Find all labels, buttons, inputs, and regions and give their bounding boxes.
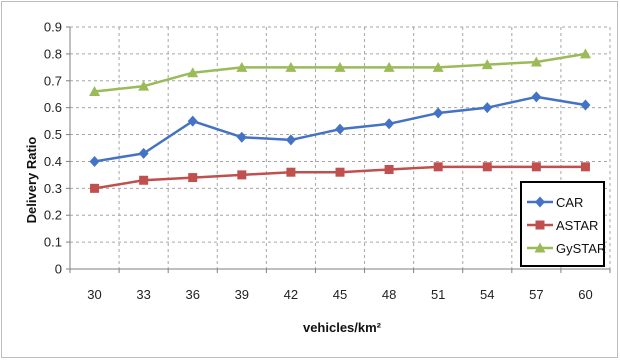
y-tick-label: 0.4	[44, 154, 62, 169]
legend-marker	[535, 196, 545, 208]
x-tick-label: 57	[529, 287, 543, 302]
data-point-car	[236, 131, 247, 143]
data-point-gystar	[89, 86, 101, 97]
legend-marker	[534, 242, 546, 253]
data-point-astar	[90, 183, 100, 193]
data-point-astar	[384, 165, 394, 175]
x-tick-label: 36	[185, 287, 199, 302]
series-gystar	[89, 48, 591, 97]
data-point-astar	[237, 170, 247, 180]
data-point-gystar	[236, 61, 248, 72]
series-astar	[90, 162, 590, 193]
x-tick-label: 48	[382, 287, 396, 302]
data-point-car	[89, 155, 100, 167]
data-point-astar	[531, 162, 541, 172]
y-tick-label: 0	[55, 262, 62, 277]
y-tick-label: 0.6	[44, 100, 62, 115]
data-point-car	[285, 134, 296, 146]
data-point-gystar	[285, 61, 297, 72]
y-tick-labels: 0 0.1 0.2 0.3 0.4 0.5 0.6 0.7 0.8 0.9	[44, 20, 62, 277]
legend-items: CAR ASTAR GySTAR	[527, 195, 606, 256]
x-tick-label: 45	[333, 287, 347, 302]
legend-item-gystar: GySTAR	[527, 241, 606, 256]
data-point-car	[384, 118, 395, 130]
x-tick-label: 30	[87, 287, 101, 302]
legend-label: CAR	[556, 195, 583, 210]
data-point-car	[138, 147, 149, 159]
x-tick-label: 33	[136, 287, 150, 302]
legend-item-astar: ASTAR	[527, 218, 598, 233]
data-point-car	[335, 123, 345, 135]
y-tick-label: 0.2	[44, 208, 62, 223]
legend-label: ASTAR	[556, 218, 598, 233]
data-point-car	[187, 115, 198, 127]
series-layer	[89, 48, 591, 193]
data-point-astar	[286, 167, 296, 177]
data-point-car	[531, 91, 542, 103]
axes	[69, 27, 610, 270]
x-tick-label: 42	[284, 287, 298, 302]
legend-item-car: CAR	[527, 195, 583, 210]
y-axis-title: Delivery Ratio	[24, 137, 39, 224]
legend-label: GySTAR	[556, 241, 606, 256]
x-tick-label: 51	[431, 287, 445, 302]
x-tick-labels: 30 33 36 39 42 45 48 51 54 57 60	[87, 287, 592, 302]
data-point-astar	[335, 167, 345, 177]
data-point-astar	[433, 162, 443, 172]
data-point-car	[580, 99, 591, 111]
series-car	[89, 91, 591, 167]
data-point-gystar	[383, 61, 395, 72]
y-tick-label: 0.7	[44, 73, 62, 88]
x-axis-title: vehicles/km²	[303, 320, 382, 335]
x-tick-label: 60	[578, 287, 592, 302]
data-point-astar	[580, 162, 590, 172]
data-point-astar	[482, 162, 492, 172]
y-tick-label: 0.9	[44, 20, 62, 35]
data-point-astar	[188, 173, 198, 183]
data-point-gystar	[579, 48, 591, 59]
x-tick-label: 39	[235, 287, 249, 302]
data-point-gystar	[334, 61, 346, 72]
data-point-gystar	[530, 56, 542, 67]
x-tick-label: 54	[480, 287, 494, 302]
y-tick-label: 0.8	[44, 46, 62, 61]
data-point-gystar	[432, 61, 444, 72]
data-point-gystar	[138, 80, 150, 91]
legend[interactable]: CAR ASTAR GySTAR	[520, 181, 606, 267]
data-point-gystar	[481, 59, 493, 70]
y-tick-label: 0.3	[44, 181, 62, 196]
data-point-car	[433, 107, 444, 119]
y-tick-label: 0.1	[44, 235, 62, 250]
data-point-car	[482, 102, 493, 114]
legend-marker	[535, 220, 545, 230]
data-point-astar	[139, 175, 149, 185]
y-tick-label: 0.5	[44, 127, 62, 142]
data-point-gystar	[187, 67, 199, 78]
